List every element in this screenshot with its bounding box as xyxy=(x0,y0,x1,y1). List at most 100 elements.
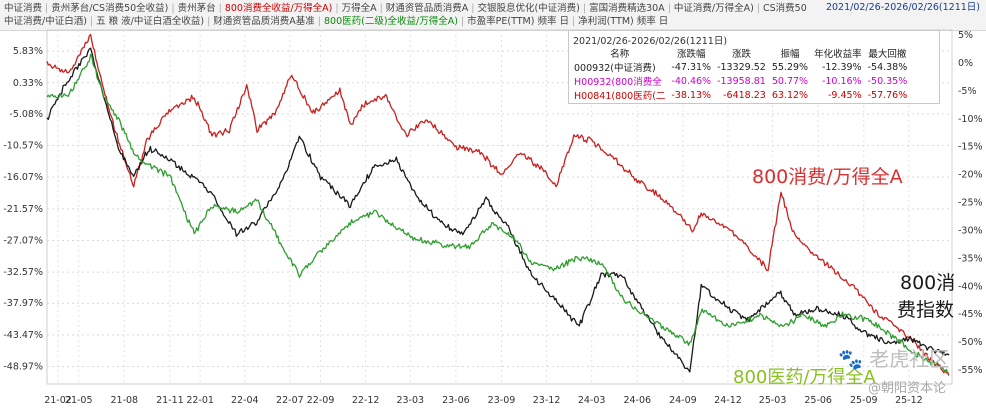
stats-cell: 50.77% xyxy=(771,75,809,87)
stats-column-header[interactable]: 年化收益率 xyxy=(814,49,862,60)
left-axis-tick-label: -27.07% xyxy=(3,236,43,247)
right-axis-tick-label: -40% xyxy=(958,281,983,292)
x-axis-tick-label: 24-09 xyxy=(669,395,697,406)
left-axis-tick-label: -5.08% xyxy=(9,109,43,120)
stats-column-header[interactable]: 振幅 xyxy=(780,49,800,60)
indicator-tab[interactable]: 净利润(TTM) 频率 日 xyxy=(578,16,669,27)
stats-cell: -12.39% xyxy=(821,61,862,73)
indicator-tab[interactable]: 交银股息优化(中证消费) xyxy=(477,3,580,14)
stats-cell: 63.12% xyxy=(771,89,809,101)
stats-row[interactable]: 000932(中证消费) -47.31% -13329.52 55.29% -12.39… xyxy=(571,60,910,75)
tab-separator: | xyxy=(207,16,211,27)
tab-separator: | xyxy=(379,3,383,14)
stats-cell: -47.31% xyxy=(671,61,712,73)
stats-row[interactable]: H00932(800消费全 -40.46% -13958.81 50.77% -10.1… xyxy=(571,74,910,89)
tab-separator: | xyxy=(571,16,576,27)
x-axis-tick-label: 22-07 xyxy=(276,395,304,406)
x-axis-tick-label: 21-11 xyxy=(156,395,184,406)
right-axis-tick-label: -50% xyxy=(958,337,983,348)
right-axis-tick-label: -10% xyxy=(958,114,983,125)
right-axis-tick-label: -55% xyxy=(958,365,983,376)
x-axis-tick-label: 23-09 xyxy=(488,395,516,406)
x-axis-tick-label: 25-12 xyxy=(895,395,923,406)
indicator-tab[interactable]: 贵州茅台/CS消费50全收益) xyxy=(51,3,169,14)
x-axis-tick-label: 22-04 xyxy=(231,395,259,406)
stats-table: 名称 涨跌幅 涨跌 振幅 年化收益率 最大回撤 000932(中证消费) -47.31% -13… xyxy=(571,46,910,102)
right-axis-tick-label: -20% xyxy=(958,170,983,181)
indicator-tab[interactable]: 财通资管品质消费A xyxy=(385,3,469,14)
stats-cell: -9.45% xyxy=(827,89,862,101)
indicator-tab[interactable]: 五 粮 液/中证白酒全收益) xyxy=(96,16,205,27)
stats-cell: 000932(中证消费) xyxy=(574,63,656,74)
date-range-label[interactable]: 2021/02/26-2026/02/26(1211日) xyxy=(825,2,980,13)
indicator-tab[interactable]: 中证消费/万得全A) xyxy=(673,3,754,14)
right-axis-tick-label: -45% xyxy=(958,309,983,320)
indicator-tab[interactable]: 财通资管品质消费A基准 xyxy=(213,16,315,27)
stats-cell: -6418.23 xyxy=(723,89,766,101)
x-axis-tick-label: 25-03 xyxy=(759,395,787,406)
tab-separator: | xyxy=(582,3,587,14)
indicator-tab[interactable]: 贵州茅台 xyxy=(177,3,216,14)
left-axis-tick-label: -37.97% xyxy=(3,298,43,309)
tab-separator: | xyxy=(756,3,760,14)
watermark-author: @朝阳资本论 xyxy=(868,381,947,396)
tab-separator: | xyxy=(45,3,49,14)
right-axis-tick-label: -5% xyxy=(958,86,977,97)
indicator-tab[interactable]: 800医药(二级)全收益/万得全A) xyxy=(323,16,458,27)
indicator-tab-row-2: 中证消费/中证白酒) | 五 粮 液/中证白酒全收益) | 财通资管品质消费A基准 | 80… xyxy=(2,15,670,28)
right-axis-tick-label: -15% xyxy=(958,142,983,153)
stats-table-title: 2021/02/26-2026/02/26(1211日) xyxy=(573,36,728,47)
annotation-green-label: 800医药/万得全A xyxy=(733,367,876,388)
stats-column-header[interactable]: 最大回撤 xyxy=(868,49,907,60)
indicator-tab[interactable]: 中证消费 xyxy=(4,3,43,14)
right-axis-tick-label: -35% xyxy=(958,253,983,264)
x-axis-tick-label: 24-03 xyxy=(578,395,606,406)
watermark-tiger-community: 🐾 老虎社区 xyxy=(838,343,949,372)
tab-separator: | xyxy=(471,3,475,14)
tab-separator: | xyxy=(171,3,175,14)
annotation-black-label-2: 费指数 xyxy=(897,299,955,321)
tab-separator: | xyxy=(460,16,465,27)
series-line-black xyxy=(46,47,950,373)
stats-cell: H00841(800医药(二 xyxy=(574,91,666,102)
x-axis-tick-label: 24-12 xyxy=(714,395,742,406)
watermark-paw-icon: 🐾 xyxy=(838,347,870,371)
left-axis-tick-label: -21.57% xyxy=(3,204,43,215)
x-axis-tick-label: 21-05 xyxy=(65,395,93,406)
indicator-tab[interactable]: 万得全A xyxy=(341,3,377,14)
annotation-black-label-1: 800消 xyxy=(900,272,956,294)
indicator-tab[interactable]: 中证消费/中证白酒) xyxy=(4,16,87,27)
x-axis-tick-label: 23-12 xyxy=(533,395,561,406)
stats-cell: -50.35% xyxy=(867,75,908,87)
stats-cell: -54.38% xyxy=(867,61,908,73)
stats-column-header[interactable]: 涨跌幅 xyxy=(676,49,706,60)
stats-column-header[interactable]: 涨跌 xyxy=(731,49,751,60)
left-axis-tick-label: -10.57% xyxy=(3,141,43,152)
x-axis-tick-label: 22-01 xyxy=(186,395,214,406)
left-axis-tick-label: 5.83% xyxy=(13,46,43,57)
stats-cell: -10.16% xyxy=(821,75,862,87)
stats-cell: 55.29% xyxy=(771,61,809,73)
x-axis-tick-label: 23-03 xyxy=(396,395,424,406)
x-axis-tick-label: 21-08 xyxy=(111,395,139,406)
left-axis-tick-label: -32.57% xyxy=(3,267,43,278)
x-axis-tick-label: 21-02 xyxy=(44,395,72,406)
indicator-tab[interactable]: CS消费50 xyxy=(763,3,807,14)
indicator-tab[interactable]: 富国消费精选30A xyxy=(589,3,665,14)
plot-frame xyxy=(46,29,953,385)
stats-column-header[interactable]: 名称 xyxy=(610,49,630,60)
right-axis-tick-label: -25% xyxy=(958,198,983,209)
x-axis-tick-label: 23-06 xyxy=(442,395,470,406)
right-axis-tick-label: 5% xyxy=(958,30,973,41)
stats-header-row: 名称 涨跌幅 涨跌 振幅 年化收益率 最大回撤 xyxy=(571,46,910,60)
indicator-tab[interactable]: 800消费全收益/万得全A) xyxy=(224,3,333,14)
stats-cell: -40.46% xyxy=(671,75,712,87)
tab-separator: | xyxy=(317,16,321,27)
indicator-tab[interactable]: 市盈率PE(TTM) 频率 日 xyxy=(467,16,569,27)
right-axis-tick-label: -30% xyxy=(958,225,983,236)
tab-separator: | xyxy=(667,3,671,14)
right-axis-tick-label: 0% xyxy=(958,58,973,69)
annotation-red-label: 800消费/万得全A xyxy=(752,166,903,188)
stats-row[interactable]: H00841(800医药(二 -38.13% -6418.23 63.12% -9.45… xyxy=(571,88,910,103)
indicator-tab-bar: 中证消费 | 贵州茅台/CS消费50全收益) | 贵州茅台 | 800消费全收益/万得全A)… xyxy=(0,0,986,31)
